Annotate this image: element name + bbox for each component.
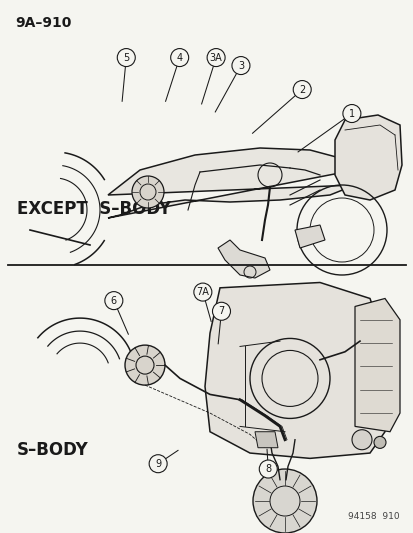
Text: 7A: 7A xyxy=(196,287,209,297)
Text: 7: 7 xyxy=(218,306,224,316)
Circle shape xyxy=(292,80,311,99)
Circle shape xyxy=(231,56,249,75)
Text: 6: 6 xyxy=(111,296,116,305)
Text: 3A: 3A xyxy=(209,53,222,62)
Polygon shape xyxy=(254,432,277,448)
Text: 94158  910: 94158 910 xyxy=(347,512,399,521)
Polygon shape xyxy=(334,115,401,200)
Text: 3: 3 xyxy=(237,61,243,70)
Text: 8: 8 xyxy=(265,464,271,474)
Circle shape xyxy=(373,437,385,448)
Circle shape xyxy=(149,455,167,473)
Text: 2: 2 xyxy=(298,85,305,94)
Circle shape xyxy=(206,49,225,67)
Circle shape xyxy=(132,176,164,208)
Polygon shape xyxy=(354,298,399,432)
Circle shape xyxy=(212,302,230,320)
Text: 5: 5 xyxy=(123,53,129,62)
Text: S–BODY: S–BODY xyxy=(17,441,88,459)
Polygon shape xyxy=(204,282,384,458)
Polygon shape xyxy=(218,240,269,278)
Text: 4: 4 xyxy=(176,53,182,62)
Polygon shape xyxy=(108,148,354,218)
Circle shape xyxy=(259,460,277,478)
Circle shape xyxy=(193,283,211,301)
Polygon shape xyxy=(294,225,324,248)
Text: EXCEPT  S–BODY: EXCEPT S–BODY xyxy=(17,200,170,219)
Circle shape xyxy=(117,49,135,67)
Text: 9A–910: 9A–910 xyxy=(16,16,72,30)
Circle shape xyxy=(342,104,360,123)
Circle shape xyxy=(125,345,165,385)
Circle shape xyxy=(170,49,188,67)
Text: 1: 1 xyxy=(348,109,354,118)
Circle shape xyxy=(351,430,371,450)
Text: 9: 9 xyxy=(155,459,161,469)
Circle shape xyxy=(252,469,316,533)
Circle shape xyxy=(104,292,123,310)
